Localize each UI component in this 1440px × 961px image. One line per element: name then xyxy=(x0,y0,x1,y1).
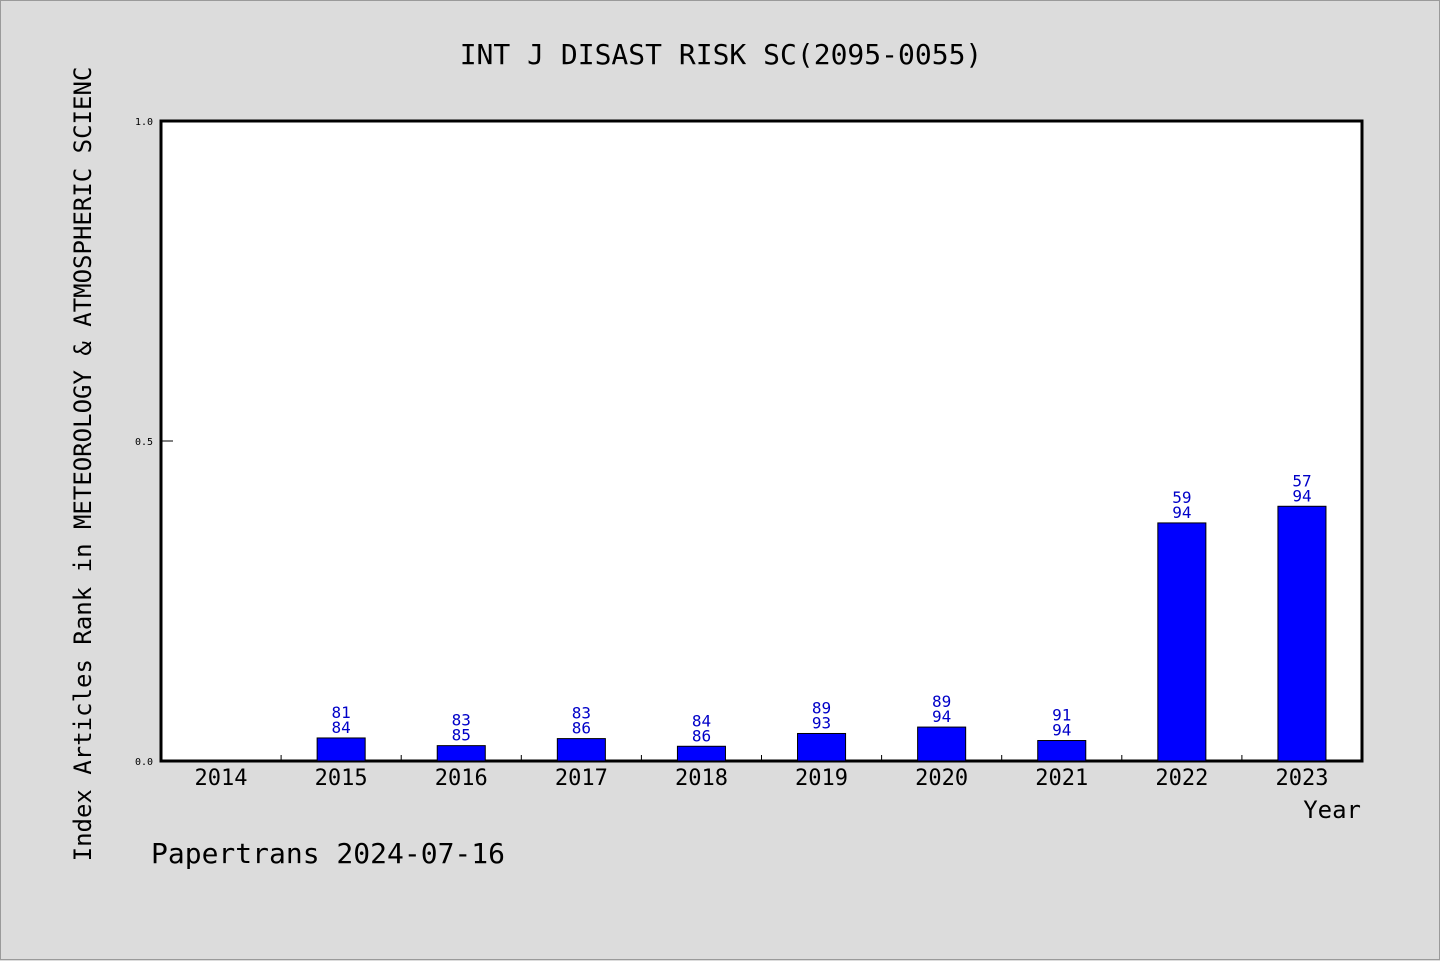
bar xyxy=(917,726,967,762)
data-label-rank: 59 xyxy=(1172,488,1191,507)
x-tick-label: 2022 xyxy=(1155,766,1208,791)
bar xyxy=(797,732,847,762)
data-label-rank: 83 xyxy=(452,711,471,730)
x-tick-label: 2023 xyxy=(1275,766,1328,791)
data-label-total: 85 xyxy=(452,726,471,745)
data-label-total: 84 xyxy=(332,718,351,737)
data-label-rank: 57 xyxy=(1292,471,1311,490)
y-tick-label: 0.5 xyxy=(135,437,153,448)
x-tick-label: 2021 xyxy=(1035,766,1088,791)
bar xyxy=(436,745,486,762)
data-label-total: 94 xyxy=(1292,486,1311,505)
x-tick-label: 2014 xyxy=(195,766,248,791)
data-label-rank: 83 xyxy=(572,704,591,723)
data-label-total: 86 xyxy=(692,726,711,745)
bar xyxy=(556,738,606,762)
data-label-total: 93 xyxy=(812,713,831,732)
x-axis-label: Year xyxy=(1303,796,1361,824)
x-axis: 2014 2015 2016 2017 2018 2019 2020 2021 2022 2023 xyxy=(195,755,1328,791)
data-label-rank: 84 xyxy=(692,711,711,730)
data-label-rank: 91 xyxy=(1052,706,1071,725)
x-tick-label: 2018 xyxy=(675,766,728,791)
x-tick-label: 2016 xyxy=(435,766,488,791)
x-tick-label: 2017 xyxy=(555,766,608,791)
data-label-total: 94 xyxy=(1052,721,1071,740)
data-label-rank: 81 xyxy=(332,703,351,722)
x-tick-label: 2015 xyxy=(315,766,368,791)
y-tick-label: 1.0 xyxy=(135,117,153,128)
data-label-rank: 89 xyxy=(812,698,831,717)
x-tick-label: 2019 xyxy=(795,766,848,791)
footer-date-stamp: Papertrans 2024-07-16 xyxy=(151,837,505,870)
data-label-total: 94 xyxy=(1172,503,1191,522)
y-tick-label: 0.0 xyxy=(135,757,153,768)
bar-series xyxy=(316,505,1327,762)
bar xyxy=(316,737,366,762)
data-label-total: 86 xyxy=(572,719,591,738)
bar xyxy=(1157,522,1207,762)
y-axis: 0.0 0.5 1.0 xyxy=(135,117,173,768)
bar xyxy=(676,745,726,762)
bar xyxy=(1037,740,1087,762)
bar xyxy=(1277,505,1327,762)
data-label-rank: 89 xyxy=(932,692,951,711)
x-tick-label: 2020 xyxy=(915,766,968,791)
chart-title: INT J DISAST RISK SC(2095-0055) xyxy=(460,38,983,71)
y-axis-label: Index Articles Rank in METEOROLOGY & ATM… xyxy=(69,67,97,862)
data-label-total: 94 xyxy=(932,707,951,726)
